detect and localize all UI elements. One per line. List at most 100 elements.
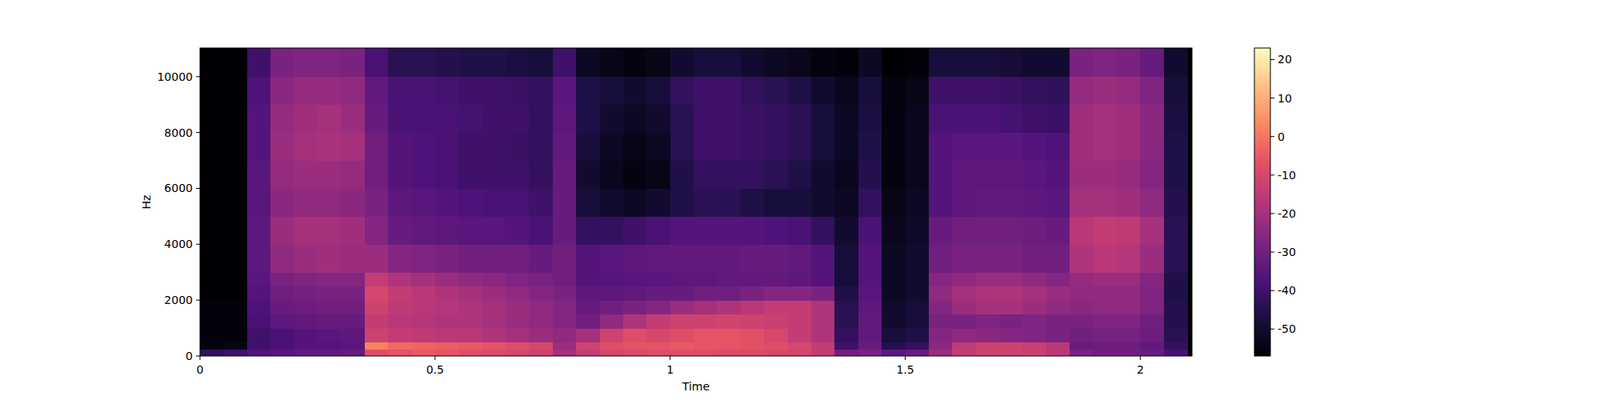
cell xyxy=(600,188,624,217)
cell xyxy=(999,272,1024,287)
colorbar-tick-label: -50 xyxy=(1277,322,1296,336)
cell xyxy=(623,342,648,350)
cell xyxy=(223,104,248,134)
cell xyxy=(340,348,365,356)
cell xyxy=(340,300,365,315)
cell xyxy=(999,244,1024,273)
cell xyxy=(764,348,788,356)
cell xyxy=(388,328,412,343)
cell xyxy=(200,160,224,190)
cell xyxy=(1164,348,1188,356)
colorbar-tick xyxy=(1270,174,1275,176)
cell xyxy=(1116,342,1141,350)
cell xyxy=(247,342,272,350)
cell xyxy=(1116,76,1141,106)
cell xyxy=(716,160,741,190)
cell xyxy=(670,342,695,350)
cell xyxy=(552,188,577,217)
cell xyxy=(458,328,483,343)
cell xyxy=(223,300,248,315)
cell xyxy=(388,300,412,315)
cell xyxy=(200,76,224,106)
cell xyxy=(388,244,412,273)
cell xyxy=(576,76,600,106)
cell xyxy=(435,314,460,329)
cell xyxy=(340,272,365,287)
x-tick xyxy=(669,356,671,360)
cell xyxy=(623,286,648,301)
cell xyxy=(834,348,859,356)
cell xyxy=(270,300,295,315)
cell xyxy=(1022,300,1047,315)
cell xyxy=(976,348,1000,356)
colorbar-tick-label: 10 xyxy=(1277,92,1292,105)
cell xyxy=(317,342,342,350)
cell xyxy=(693,216,718,245)
cell xyxy=(600,48,624,77)
cell xyxy=(881,342,906,350)
cell xyxy=(600,272,624,287)
cell xyxy=(1140,76,1164,106)
cell xyxy=(270,104,295,134)
cell xyxy=(952,286,976,301)
cell xyxy=(811,48,836,77)
cell xyxy=(646,132,671,162)
cell xyxy=(1046,216,1071,245)
cell xyxy=(317,132,342,162)
cell xyxy=(1069,314,1094,329)
cell xyxy=(834,160,859,190)
cell xyxy=(435,160,460,190)
cell xyxy=(623,244,648,273)
y-tick xyxy=(196,188,200,189)
cell xyxy=(976,188,1000,217)
cell xyxy=(411,188,436,217)
cell xyxy=(811,188,836,217)
cell xyxy=(976,342,1000,350)
cell xyxy=(552,342,577,350)
colorbar-tick xyxy=(1270,212,1275,214)
cell xyxy=(999,76,1024,106)
cell xyxy=(364,76,389,106)
cell xyxy=(247,132,272,162)
cell xyxy=(670,328,695,343)
cell xyxy=(834,216,859,245)
cell xyxy=(552,328,577,343)
cell xyxy=(928,342,953,350)
cell xyxy=(740,342,765,350)
cell xyxy=(670,216,695,245)
cell xyxy=(1093,48,1118,77)
plot-frame xyxy=(200,48,1192,356)
cell xyxy=(552,300,577,315)
cell xyxy=(1093,244,1118,273)
cell xyxy=(693,244,718,273)
cell xyxy=(905,188,930,217)
cell xyxy=(1022,314,1047,329)
cell xyxy=(458,342,483,350)
cell xyxy=(740,160,765,190)
cell xyxy=(740,188,765,217)
cell xyxy=(317,272,342,287)
cell xyxy=(458,348,483,356)
cell xyxy=(764,272,788,287)
cell xyxy=(505,328,530,343)
cell xyxy=(1116,132,1141,162)
cell xyxy=(1093,300,1118,315)
cell xyxy=(388,348,412,356)
y-tick-label: 2000 xyxy=(164,293,193,307)
cell xyxy=(1116,188,1141,217)
cell xyxy=(200,272,224,287)
cell xyxy=(976,132,1000,162)
cell xyxy=(811,328,836,343)
cell xyxy=(976,328,1000,343)
cell xyxy=(646,342,671,350)
cell xyxy=(435,286,460,301)
cell xyxy=(317,216,342,245)
cell xyxy=(716,244,741,273)
cell xyxy=(788,104,812,134)
cell xyxy=(1140,328,1164,343)
cell xyxy=(294,188,319,217)
cell xyxy=(976,104,1000,134)
colorbar-tick-label: 0 xyxy=(1277,130,1285,144)
y-tick xyxy=(196,132,200,133)
cell xyxy=(1069,272,1094,287)
